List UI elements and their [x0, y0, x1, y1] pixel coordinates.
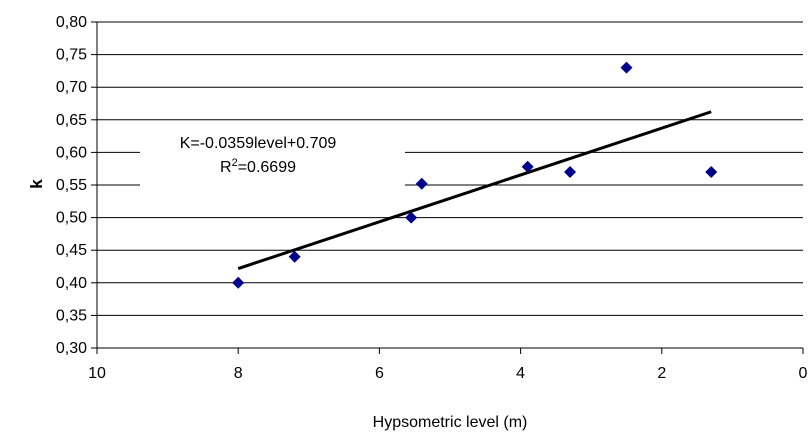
- y-tick-label: 0,75: [56, 47, 87, 64]
- data-point-marker: [564, 165, 577, 178]
- data-point-marker: [705, 165, 718, 178]
- axes: [91, 21, 804, 354]
- x-axis-title: Hypsometric level (m): [373, 414, 528, 431]
- y-tick-label: 0,80: [56, 14, 87, 31]
- x-tick-label: 4: [516, 365, 525, 382]
- x-tick-label: 10: [88, 365, 106, 382]
- y-tick-label: 0,35: [56, 307, 87, 324]
- y-tick-label: 0,30: [56, 340, 87, 357]
- data-point-marker: [405, 211, 418, 224]
- y-tick-label: 0,40: [56, 275, 87, 292]
- x-tick-label: 2: [657, 365, 666, 382]
- data-point-marker: [232, 276, 245, 289]
- r-squared-superscript: 2: [232, 157, 238, 169]
- trendline-group: [237, 110, 712, 271]
- y-axis-title: k: [27, 179, 46, 189]
- data-point-marker: [521, 160, 534, 173]
- y-tick-label: 0,70: [56, 79, 87, 96]
- y-tick-label: 0,60: [56, 144, 87, 161]
- equation-background: [140, 128, 405, 186]
- y-tick-label: 0,50: [56, 210, 87, 227]
- x-tick-labels: 10 8 6 4 2 0: [88, 365, 807, 382]
- x-tick-label: 6: [375, 365, 384, 382]
- data-point-marker: [288, 250, 301, 263]
- data-point-marker: [415, 177, 428, 190]
- r-squared-label: R2=0.6699: [220, 157, 296, 176]
- data-point-marker: [620, 61, 633, 74]
- y-tick-label: 0,45: [56, 242, 87, 259]
- trendline: [237, 110, 712, 271]
- y-tick-labels: 0,30 0,35 0,40 0,45 0,50 0,55 0,60 0,65 0,70 0,75…: [56, 14, 87, 357]
- x-tick-label: 8: [234, 365, 243, 382]
- x-tick-label: 0: [799, 365, 808, 382]
- y-tick-label: 0,55: [56, 177, 87, 194]
- y-tick-label: 0,65: [56, 112, 87, 129]
- data-points: [232, 61, 718, 289]
- trendline-equation: K=-0.0359level+0.709: [180, 135, 337, 152]
